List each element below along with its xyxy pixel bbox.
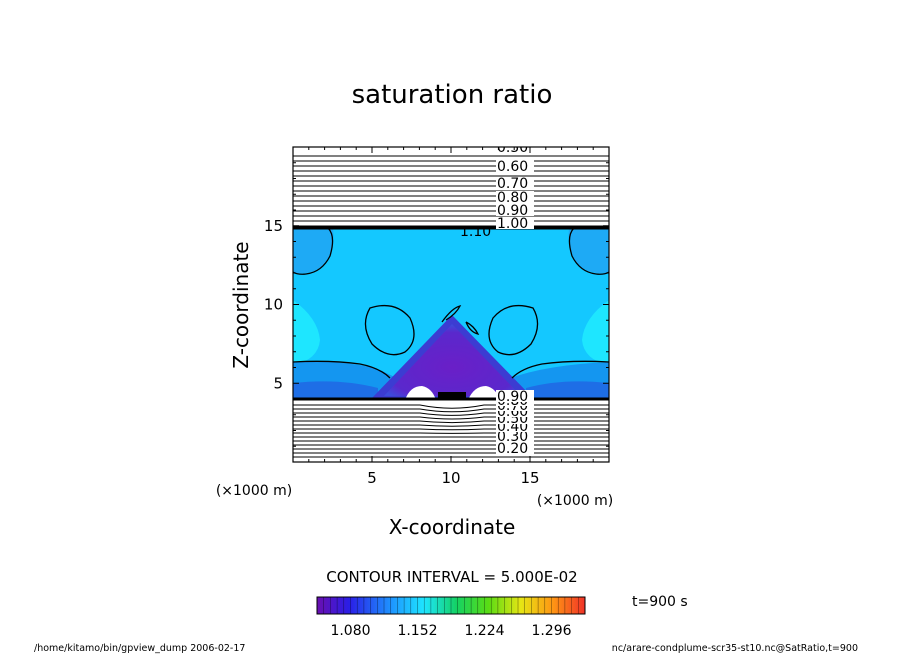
x-tick-label: 10 — [441, 469, 460, 487]
contour-line — [293, 428, 609, 431]
contour-label: 1.00 — [497, 216, 528, 232]
interior-contours — [293, 227, 609, 379]
light-patch-right — [582, 300, 609, 365]
inner-contour-label: 1.10 — [460, 224, 491, 240]
label-bg — [496, 160, 534, 172]
label-bg — [496, 147, 534, 153]
contour-label: 0.90 — [497, 203, 528, 219]
y-tick-label: 15 — [264, 217, 283, 235]
x-axis-label: X-coordinate — [389, 515, 516, 539]
footer-left: /home/kitamo/bin/gpview_dump 2006-02-17 — [34, 643, 245, 654]
axis-ticks — [293, 147, 609, 462]
y-tick-labels: 5 10 15 — [264, 217, 283, 393]
label-bg — [496, 430, 534, 442]
lower-contour-lines — [293, 404, 609, 458]
contour-line — [293, 420, 609, 424]
upper-contour-lines — [293, 155, 609, 227]
plume-core — [384, 324, 521, 396]
corner-patch-right — [568, 228, 609, 274]
footer-right: nc/arare-condplume-scr35-st10.nc@SatRati… — [612, 643, 858, 654]
x-tick-label: 15 — [520, 469, 539, 487]
contour-plume-right — [465, 321, 480, 335]
contour-line — [293, 424, 609, 427]
plot-area: 0.500.600.700.800.901.00 0.200.300.400.5… — [293, 140, 609, 462]
contour-label: 0.70 — [497, 176, 528, 192]
contour-line — [293, 408, 609, 413]
label-bg — [496, 390, 534, 402]
lower-contour-labels: 0.200.300.400.500.600.700.800.90 — [496, 389, 534, 457]
contour-label: 0.80 — [497, 190, 528, 206]
plume-base-hole-left — [405, 386, 436, 400]
label-bg — [496, 177, 534, 189]
x-tick-label: 5 — [367, 469, 377, 487]
contour-line — [293, 412, 609, 416]
light-patch-left — [293, 300, 320, 365]
time-label: t=900 s — [632, 594, 688, 610]
y-unit-label: (×1000 m) — [216, 483, 292, 499]
corner-patch-left — [293, 228, 334, 274]
label-bg — [496, 217, 534, 229]
x-unit-label: (×1000 m) — [537, 493, 613, 509]
contour-interval-text: CONTOUR INTERVAL = 5.000E-02 — [326, 568, 577, 586]
colorbar-labels: 1.080 1.152 1.224 1.296 — [330, 623, 571, 639]
y-tick-label: 5 — [273, 374, 283, 392]
contour-line — [293, 416, 609, 420]
contour-corner-left — [293, 227, 334, 275]
plume-base-dark — [438, 392, 466, 400]
y-axis-label: Z-coordinate — [229, 241, 253, 368]
label-bg — [496, 442, 534, 454]
label-bg — [496, 204, 534, 216]
contour-label: 0.90 — [497, 389, 528, 405]
colorbar-tick-label: 1.080 — [330, 623, 370, 639]
colorbar-tick-label: 1.224 — [464, 623, 504, 639]
contour-loop-right — [488, 304, 539, 356]
colorbar-tick-label: 1.296 — [531, 623, 571, 639]
upper-contour-labels: 0.50 0.600.700.800.901.00 — [496, 140, 534, 232]
contour-label: 0.20 — [497, 441, 528, 457]
colorbar-tick-label: 1.152 — [397, 623, 437, 639]
contour-loop-left — [364, 304, 415, 356]
contour-label: 0.60 — [497, 159, 528, 175]
x-tick-labels: 5 10 15 — [367, 469, 539, 487]
contour-label: 0.30 — [497, 429, 528, 445]
label-bg — [496, 191, 534, 203]
contour-lower-left — [293, 360, 391, 379]
y-tick-label: 10 — [264, 296, 283, 314]
chart-title: saturation ratio — [352, 80, 553, 110]
plume-base-hole-right — [468, 386, 500, 400]
contour-line — [293, 404, 609, 409]
contour-plume-left — [441, 305, 462, 323]
contour-corner-right — [568, 227, 609, 275]
contour-label: 0.50 — [497, 140, 528, 156]
colorbar-divisions — [323, 597, 579, 614]
contour-lower-right — [511, 360, 609, 379]
